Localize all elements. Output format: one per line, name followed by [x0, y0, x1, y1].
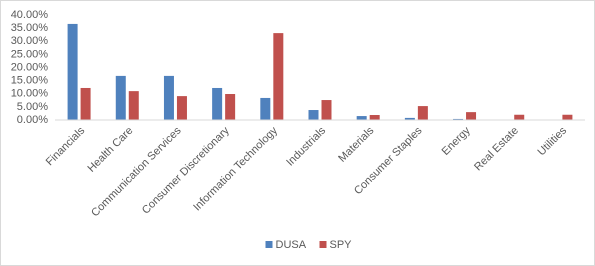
legend-label: DUSA	[276, 239, 307, 251]
bar	[212, 87, 223, 120]
bar	[176, 96, 187, 120]
bar	[308, 110, 319, 120]
legend-swatch	[319, 241, 327, 248]
bar	[404, 117, 415, 120]
bar	[115, 75, 126, 120]
y-tick-label: 25.00%	[11, 48, 49, 60]
y-tick-label: 20.00%	[11, 61, 49, 73]
bar	[453, 118, 464, 120]
bar	[466, 112, 477, 120]
bar	[67, 23, 78, 120]
y-tick-label: 5.00%	[17, 101, 48, 113]
bar	[163, 75, 174, 120]
y-tick-label: 15.00%	[11, 75, 49, 87]
bar	[356, 116, 367, 120]
y-tick-label: 40.00%	[11, 9, 49, 21]
y-tick-label: 0.00%	[17, 114, 48, 126]
bar	[514, 114, 525, 120]
bar	[369, 115, 380, 120]
bar	[260, 97, 271, 120]
bar	[417, 106, 428, 120]
bar	[225, 94, 236, 120]
y-tick-label: 35.00%	[11, 22, 49, 34]
bar	[562, 114, 573, 120]
bar	[321, 100, 332, 120]
bar	[128, 91, 139, 120]
legend-label: SPY	[330, 239, 353, 251]
y-tick-label: 10.00%	[11, 88, 49, 100]
legend-swatch	[265, 241, 273, 248]
y-tick-label: 30.00%	[11, 35, 49, 47]
bar	[273, 33, 284, 120]
bar	[80, 87, 91, 120]
